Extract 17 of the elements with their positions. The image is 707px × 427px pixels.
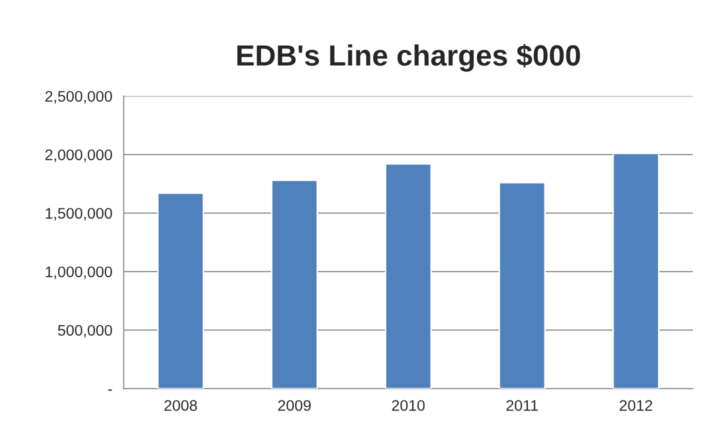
x-tick-label: 2012 bbox=[620, 400, 652, 411]
x-tick-label: 2009 bbox=[278, 400, 311, 411]
y-tick-label: 2,500,000 bbox=[45, 90, 112, 104]
x-tick-label: 2010 bbox=[392, 400, 425, 411]
bar bbox=[157, 192, 204, 389]
bar bbox=[498, 182, 546, 389]
y-tick-label: 500,000 bbox=[58, 324, 112, 338]
x-tick-label: 2008 bbox=[164, 400, 197, 411]
y-tick-label: 1,000,000 bbox=[46, 266, 112, 280]
y-tick-label: 1,500,000 bbox=[46, 208, 112, 221]
chart-title: EDB's Line charges $000 bbox=[237, 44, 580, 72]
x-tick-label: 2011 bbox=[506, 400, 538, 411]
bar bbox=[271, 180, 318, 389]
y-tick-label: - bbox=[108, 389, 112, 391]
bar bbox=[612, 152, 660, 389]
y-tick-label: 2,000,000 bbox=[45, 149, 112, 162]
bar bbox=[384, 163, 432, 389]
